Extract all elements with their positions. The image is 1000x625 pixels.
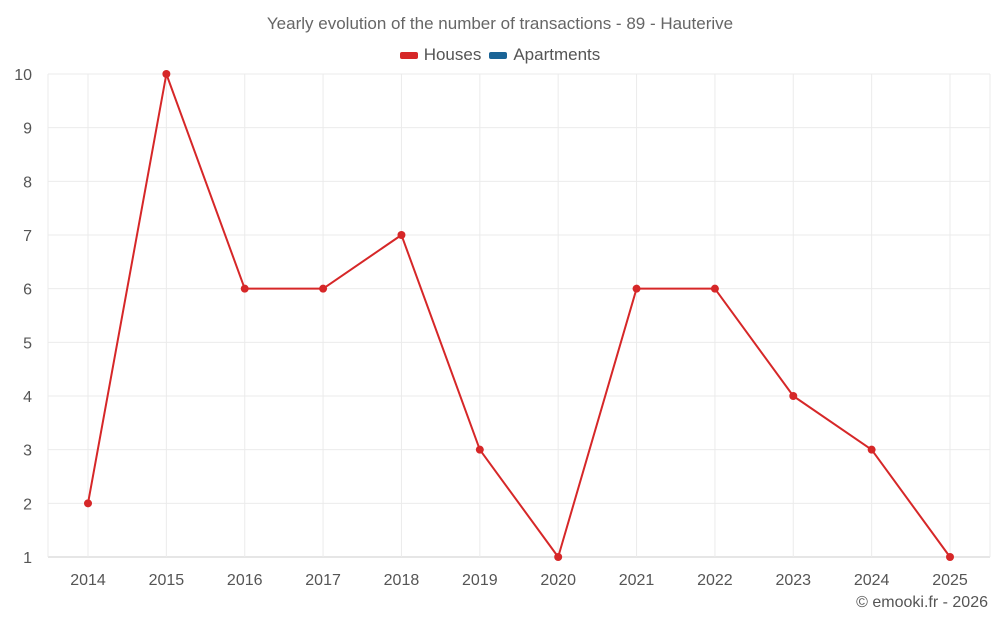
x-tick-label-2016: 2016 — [227, 572, 263, 589]
legend-label-apartments: Apartments — [513, 45, 601, 64]
y-tick-label-1: 1 — [23, 550, 32, 567]
x-tick-label-2014: 2014 — [70, 572, 106, 589]
y-tick-label-7: 7 — [23, 228, 32, 245]
data-point-houses-2014 — [84, 499, 92, 508]
x-tick-label-2024: 2024 — [854, 572, 890, 589]
data-point-houses-2020 — [554, 553, 563, 561]
data-point-houses-2015 — [162, 70, 171, 78]
x-tick-label-2017: 2017 — [305, 572, 341, 589]
legend-label-houses: Houses — [423, 45, 482, 64]
legend-item-houses[interactable]: Houses — [399, 45, 482, 65]
x-tick-label-2019: 2019 — [462, 572, 498, 589]
data-point-houses-2025 — [946, 553, 954, 561]
y-tick-label-9: 9 — [23, 121, 32, 138]
data-point-houses-2017 — [319, 284, 328, 293]
legend: Houses Apartments — [0, 45, 1000, 65]
grid — [47, 73, 991, 558]
x-tick-label-2023: 2023 — [775, 572, 811, 589]
data-point-houses-2023 — [789, 392, 798, 400]
x-tick-label-2025: 2025 — [932, 572, 968, 589]
x-tick-label-2015: 2015 — [149, 572, 185, 589]
y-tick-label-6: 6 — [23, 282, 32, 299]
x-tick-label-2022: 2022 — [697, 572, 733, 589]
legend-swatch-houses — [399, 51, 418, 59]
series-layer — [84, 70, 954, 561]
data-point-houses-2016 — [240, 284, 249, 293]
x-tick-label-2018: 2018 — [384, 572, 420, 589]
data-point-houses-2022 — [710, 284, 719, 293]
data-point-houses-2024 — [867, 445, 876, 454]
y-tick-label-8: 8 — [23, 174, 32, 191]
credit: © emooki.fr - 2026 — [856, 594, 988, 611]
y-tick-label-10: 10 — [14, 67, 32, 84]
x-axis: 2014 2015 2016 2017 2018 2019 2020 2021 2022 2023… — [70, 572, 968, 589]
data-point-houses-2018 — [397, 231, 406, 239]
legend-swatch-apartments — [489, 51, 508, 59]
y-tick-label-3: 3 — [23, 443, 32, 460]
y-tick-label-2: 2 — [23, 496, 32, 513]
x-tick-label-2020: 2020 — [540, 572, 576, 589]
series-line-houses — [87, 73, 951, 558]
data-point-houses-2021 — [632, 284, 641, 293]
y-tick-label-5: 5 — [23, 335, 32, 352]
y-axis: 1 2 3 4 5 6 7 8 9 10 — [14, 67, 32, 567]
legend-item-apartments[interactable]: Apartments — [489, 45, 600, 65]
data-point-houses-2019 — [475, 445, 484, 454]
chart-title: Yearly evolution of the number of transa… — [266, 14, 734, 33]
x-tick-label-2021: 2021 — [619, 572, 655, 589]
y-tick-label-4: 4 — [23, 389, 32, 406]
